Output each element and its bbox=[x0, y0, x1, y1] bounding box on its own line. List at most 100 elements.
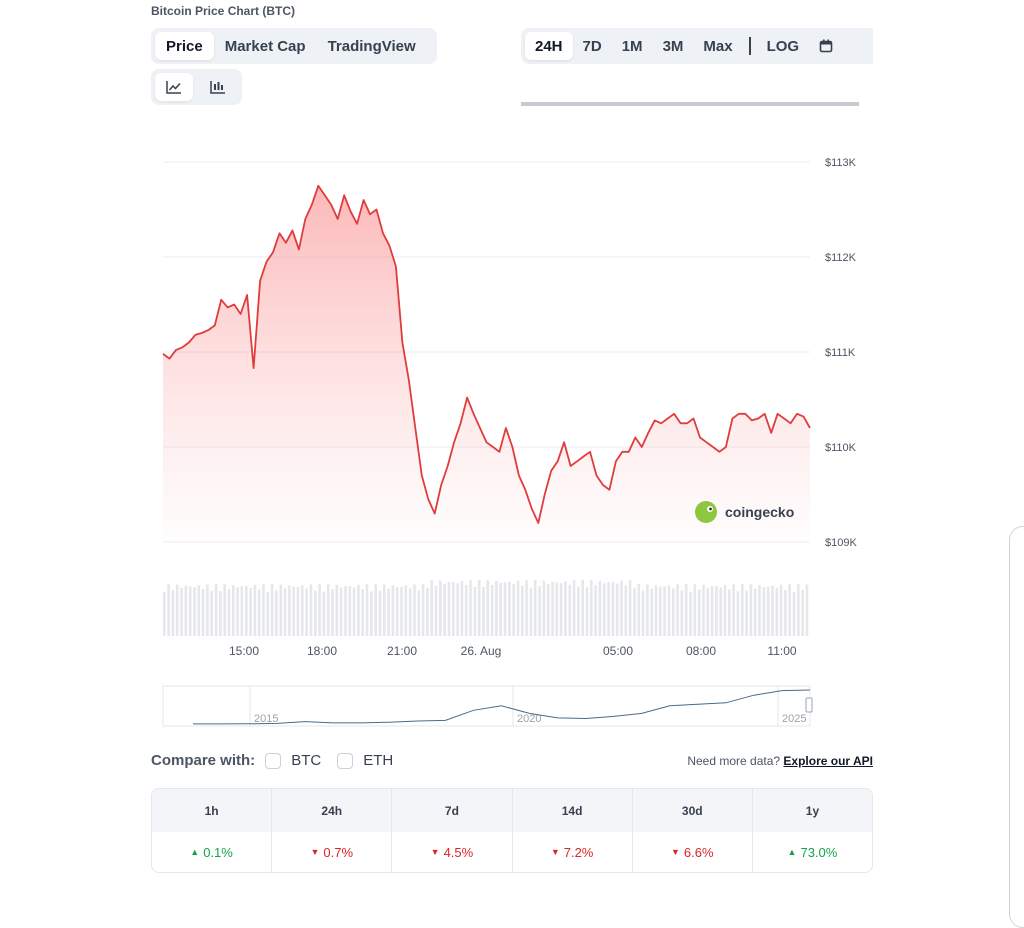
price-change-header: 1h 24h 7d 14d 30d 1y bbox=[152, 789, 872, 832]
volume-bar bbox=[594, 585, 597, 636]
volume-bar bbox=[715, 586, 718, 636]
volume-bar bbox=[296, 586, 300, 636]
volume-bar bbox=[482, 586, 485, 636]
volume-bar bbox=[710, 585, 714, 636]
change-24h-value: 0.7% bbox=[323, 844, 354, 860]
range-slider-track[interactable] bbox=[521, 102, 859, 106]
tab-market-cap[interactable]: Market Cap bbox=[224, 37, 306, 55]
volume-bar bbox=[646, 584, 649, 636]
volume-bar bbox=[426, 587, 429, 636]
time-range-selector: 24H 7D 1M 3M Max LOG bbox=[521, 28, 873, 64]
volume-bar bbox=[512, 584, 515, 636]
volume-bar bbox=[624, 585, 628, 636]
volume-bar bbox=[749, 584, 753, 636]
volume-bar bbox=[581, 580, 584, 636]
volume-bar bbox=[318, 584, 321, 636]
compare-eth[interactable]: ETH bbox=[337, 752, 393, 769]
price-series-line bbox=[162, 184, 811, 524]
tab-tradingview[interactable]: TradingView bbox=[327, 37, 416, 55]
volume-bar bbox=[521, 585, 524, 636]
change-30d: ▼ 6.6% bbox=[631, 832, 752, 872]
volume-bar bbox=[495, 581, 498, 636]
range-3m[interactable]: 3M bbox=[662, 37, 684, 55]
change-7d-value: 4.5% bbox=[443, 844, 474, 860]
volume-bar bbox=[607, 582, 610, 636]
header-14d: 14d bbox=[511, 789, 632, 832]
range-24h[interactable]: 24H bbox=[525, 32, 573, 60]
volume-bar bbox=[413, 584, 416, 636]
range-1m[interactable]: 1M bbox=[621, 37, 643, 55]
overview-tick-label: 2015 bbox=[254, 713, 278, 725]
volume-bar bbox=[214, 584, 218, 636]
volume-bar bbox=[477, 580, 481, 636]
volume-bar bbox=[456, 583, 459, 636]
volume-bar bbox=[175, 584, 179, 636]
volume-bar bbox=[262, 584, 265, 636]
volume-bar bbox=[779, 584, 783, 636]
volume-bar bbox=[559, 583, 563, 636]
change-7d: ▼ 4.5% bbox=[391, 832, 511, 872]
x-tick-label: 05:00 bbox=[603, 644, 633, 658]
x-tick-label: 08:00 bbox=[686, 644, 716, 658]
y-tick-label: $110K bbox=[825, 442, 857, 454]
volume-bar bbox=[188, 586, 192, 636]
side-panel-edge bbox=[1009, 526, 1024, 928]
volume-bar bbox=[706, 587, 710, 636]
compare-btc-label: BTC bbox=[291, 752, 322, 769]
volume-bar bbox=[279, 584, 283, 636]
api-promo: Need more data? Explore our API bbox=[687, 754, 873, 768]
volume-bar bbox=[792, 591, 796, 636]
range-7d[interactable]: 7D bbox=[582, 37, 602, 55]
volume-bar bbox=[516, 580, 520, 636]
price-change-row: ▲ 0.1% ▼ 0.7% ▼ 4.5% ▼ 7.2% ▼ 6.6% ▲ 73.0% bbox=[152, 832, 872, 872]
calendar-button[interactable] bbox=[809, 32, 843, 60]
volume-bar bbox=[434, 585, 438, 636]
line-chart-button[interactable] bbox=[155, 73, 193, 101]
volume-bar bbox=[702, 584, 705, 636]
volume-bar bbox=[210, 590, 213, 636]
x-tick-label: 11:00 bbox=[767, 644, 796, 658]
volume-bar bbox=[439, 580, 442, 636]
compare-btc-checkbox[interactable] bbox=[265, 752, 282, 769]
volume-bar bbox=[383, 584, 386, 636]
volume-bar bbox=[676, 584, 679, 636]
overview-navigator[interactable]: 2015 2020 2025 bbox=[162, 685, 813, 727]
volume-bars bbox=[163, 580, 809, 636]
volume-bar bbox=[598, 580, 602, 636]
volume-bar bbox=[766, 586, 770, 636]
volume-bar bbox=[370, 591, 373, 636]
volume-bar bbox=[490, 584, 494, 636]
volume-bar bbox=[305, 588, 308, 636]
volume-bar bbox=[486, 580, 490, 636]
volume-bar bbox=[771, 585, 774, 636]
volume-bar bbox=[568, 584, 572, 636]
triangle-down-icon: ▼ bbox=[430, 847, 440, 857]
volume-bar bbox=[572, 580, 576, 636]
x-axis-labels: 15:00 18:00 21:00 26. Aug 05:00 08:00 11:00 bbox=[229, 644, 797, 658]
volume-bar bbox=[736, 591, 740, 636]
y-axis-labels: $113K $112K $111K $110K $109K bbox=[825, 157, 857, 549]
volume-bar bbox=[672, 588, 675, 636]
compare-eth-checkbox[interactable] bbox=[337, 752, 354, 769]
range-max[interactable]: Max bbox=[703, 37, 733, 55]
explore-api-link[interactable]: Explore our API bbox=[783, 754, 873, 768]
log-scale-toggle[interactable]: LOG bbox=[766, 37, 800, 55]
volume-bar bbox=[193, 587, 196, 636]
tab-price[interactable]: Price bbox=[155, 32, 214, 60]
volume-bar bbox=[452, 582, 455, 636]
compare-eth-label: ETH bbox=[363, 752, 394, 769]
triangle-up-icon: ▲ bbox=[190, 847, 200, 857]
coingecko-logo-pupil bbox=[709, 507, 712, 511]
volume-bar bbox=[167, 584, 170, 636]
volume-bar bbox=[184, 585, 188, 636]
header-1h: 1h bbox=[204, 803, 219, 818]
volume-bar bbox=[741, 584, 744, 636]
volume-bar bbox=[275, 590, 278, 636]
volume-bar bbox=[326, 584, 330, 636]
x-tick-label: 15:00 bbox=[229, 644, 259, 658]
volume-bar bbox=[223, 584, 226, 636]
y-tick-label: $113K bbox=[825, 157, 857, 169]
volume-bar bbox=[400, 586, 403, 636]
compare-btc[interactable]: BTC bbox=[265, 752, 321, 769]
candlestick-chart-button[interactable] bbox=[199, 73, 237, 101]
